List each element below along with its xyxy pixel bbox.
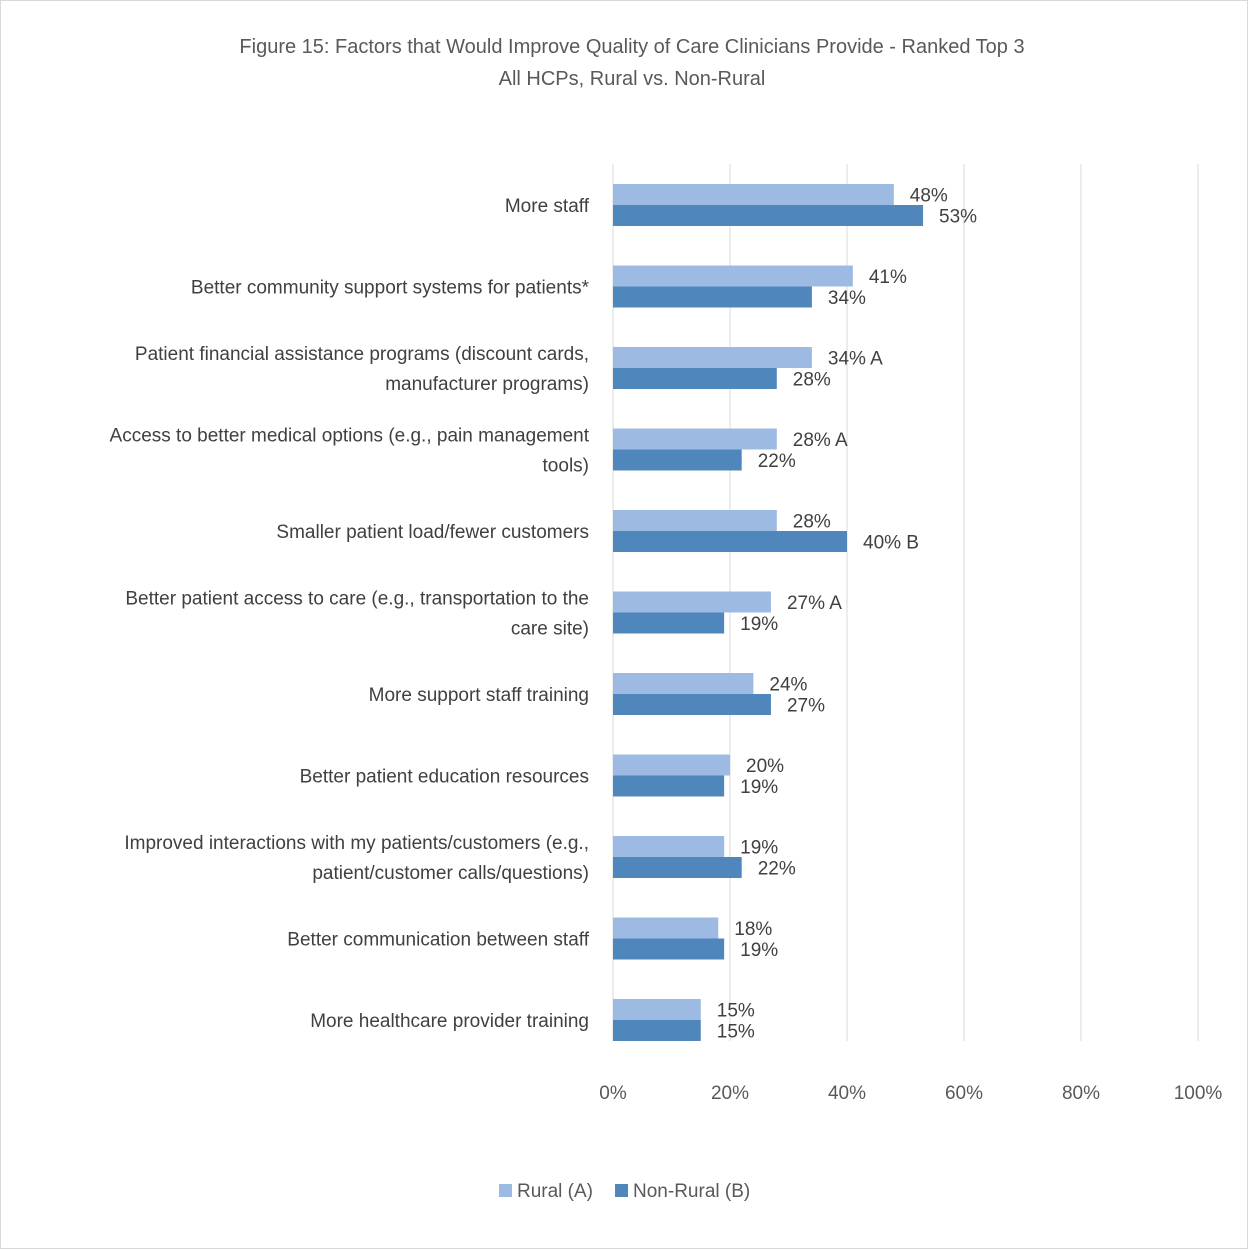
data-label: 34% <box>828 288 866 309</box>
x-tick-label: 20% <box>711 1083 749 1104</box>
legend: Rural (A) Non-Rural (B) <box>499 1181 750 1202</box>
category-label: Patient financial assistance programs (d… <box>135 344 589 365</box>
bar <box>613 591 771 613</box>
legend-swatch <box>615 1184 629 1197</box>
data-label: 24% <box>769 675 807 696</box>
bar <box>613 286 812 308</box>
value-labels: 48%53%41%34%34% A28%28% A22%28%40% B27% … <box>717 186 977 1043</box>
data-label: 40% B <box>863 533 919 554</box>
bar <box>613 612 725 634</box>
data-label: 53% <box>939 207 977 228</box>
category-label: More staff <box>505 196 590 217</box>
category-label: patient/customer calls/questions) <box>312 863 589 884</box>
category-label: More healthcare provider training <box>310 1011 589 1032</box>
category-label: Better communication between staff <box>287 930 589 951</box>
category-label: Better patient access to care (e.g., tra… <box>125 589 589 610</box>
legend-label: Non-Rural (B) <box>633 1181 750 1202</box>
data-label: 28% A <box>793 430 848 451</box>
x-axis-tick-labels: 0% 20% 40% 60% 80% 100% <box>599 1083 1222 1104</box>
category-label: Smaller patient load/fewer customers <box>276 522 589 543</box>
bar <box>613 368 777 389</box>
data-label: 27% <box>787 696 825 717</box>
category-label: tools) <box>543 456 589 477</box>
x-tick-label: 0% <box>599 1083 627 1104</box>
data-label: 19% <box>740 614 778 635</box>
category-label: Better patient education resources <box>300 767 589 788</box>
bar <box>613 775 725 797</box>
data-label: 15% <box>717 1022 755 1043</box>
data-label: 18% <box>734 919 772 940</box>
data-label: 15% <box>717 1001 755 1022</box>
chart-title: Figure 15: Factors that Would Improve Qu… <box>239 36 1024 58</box>
bar <box>613 938 725 960</box>
data-label: 34% A <box>828 349 883 370</box>
category-label: More support staff training <box>369 685 589 706</box>
data-label: 22% <box>758 859 796 880</box>
x-tick-label: 80% <box>1062 1083 1100 1104</box>
bar <box>613 449 742 471</box>
bar <box>613 857 742 878</box>
data-label: 22% <box>758 451 796 472</box>
x-tick-label: 100% <box>1174 1083 1223 1104</box>
bar <box>613 836 725 857</box>
bar <box>613 999 701 1020</box>
data-label: 27% A <box>787 593 842 614</box>
bar <box>613 265 853 287</box>
category-label: Better community support systems for pat… <box>191 278 590 299</box>
bars <box>613 184 924 1041</box>
category-label: care site) <box>511 619 589 640</box>
data-label: 19% <box>740 838 778 859</box>
bar <box>613 531 847 552</box>
bar <box>613 205 924 226</box>
data-label: 48% <box>910 186 948 207</box>
bar <box>613 347 812 368</box>
category-label: manufacturer programs) <box>385 374 589 395</box>
bar <box>613 1020 701 1041</box>
data-label: 20% <box>746 756 784 777</box>
legend-label: Rural (A) <box>517 1181 593 1202</box>
category-labels: More staff Better community support syste… <box>110 196 590 1032</box>
data-label: 19% <box>740 940 778 961</box>
legend-swatch <box>499 1184 512 1197</box>
x-tick-label: 40% <box>828 1083 866 1104</box>
bar <box>613 510 777 531</box>
data-label: 28% <box>793 512 831 533</box>
x-tick-label: 60% <box>945 1083 983 1104</box>
category-label: Access to better medical options (e.g., … <box>110 426 590 447</box>
data-label: 28% <box>793 370 831 391</box>
bar <box>613 694 771 715</box>
chart-subtitle: All HCPs, Rural vs. Non-Rural <box>499 68 766 90</box>
data-label: 19% <box>740 777 778 798</box>
data-label: 41% <box>869 267 907 288</box>
bar <box>613 754 730 776</box>
bar <box>613 917 719 939</box>
bar <box>613 184 894 205</box>
bar <box>613 428 777 450</box>
gridlines <box>612 164 1199 1041</box>
bar <box>613 673 754 694</box>
category-label: Improved interactions with my patients/c… <box>124 833 589 854</box>
